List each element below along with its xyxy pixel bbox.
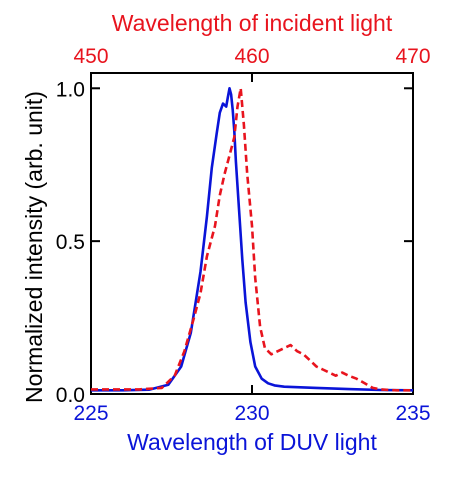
y-tick-label: 0.0: [56, 384, 85, 407]
y-tick-label: 1.0: [56, 78, 85, 101]
x-bottom-tick-label: 235: [395, 402, 430, 425]
axis-ticks: [90, 73, 414, 395]
x-top-tick-label: 460: [234, 45, 269, 68]
top-axis-title: Wavelength of incident light: [112, 10, 393, 36]
x-top-tick-label: 470: [395, 45, 430, 68]
x-top-tick-label: 450: [73, 45, 108, 68]
series-line-duv-light: [91, 87, 414, 392]
y-tick-label: 0.5: [56, 231, 85, 254]
y-axis-title: Normalized intensity (arb. unit): [21, 91, 47, 403]
x-bottom-tick-label: 225: [73, 402, 108, 425]
series-line-incident-light: [91, 87, 413, 392]
bottom-axis-title: Wavelength of DUV light: [127, 429, 377, 455]
series-layer: [91, 87, 414, 392]
axis-tick-labels: 225 230 235 450 460 470 0.0 0.5 1.0: [56, 45, 431, 425]
x-bottom-tick-label: 230: [234, 402, 269, 425]
